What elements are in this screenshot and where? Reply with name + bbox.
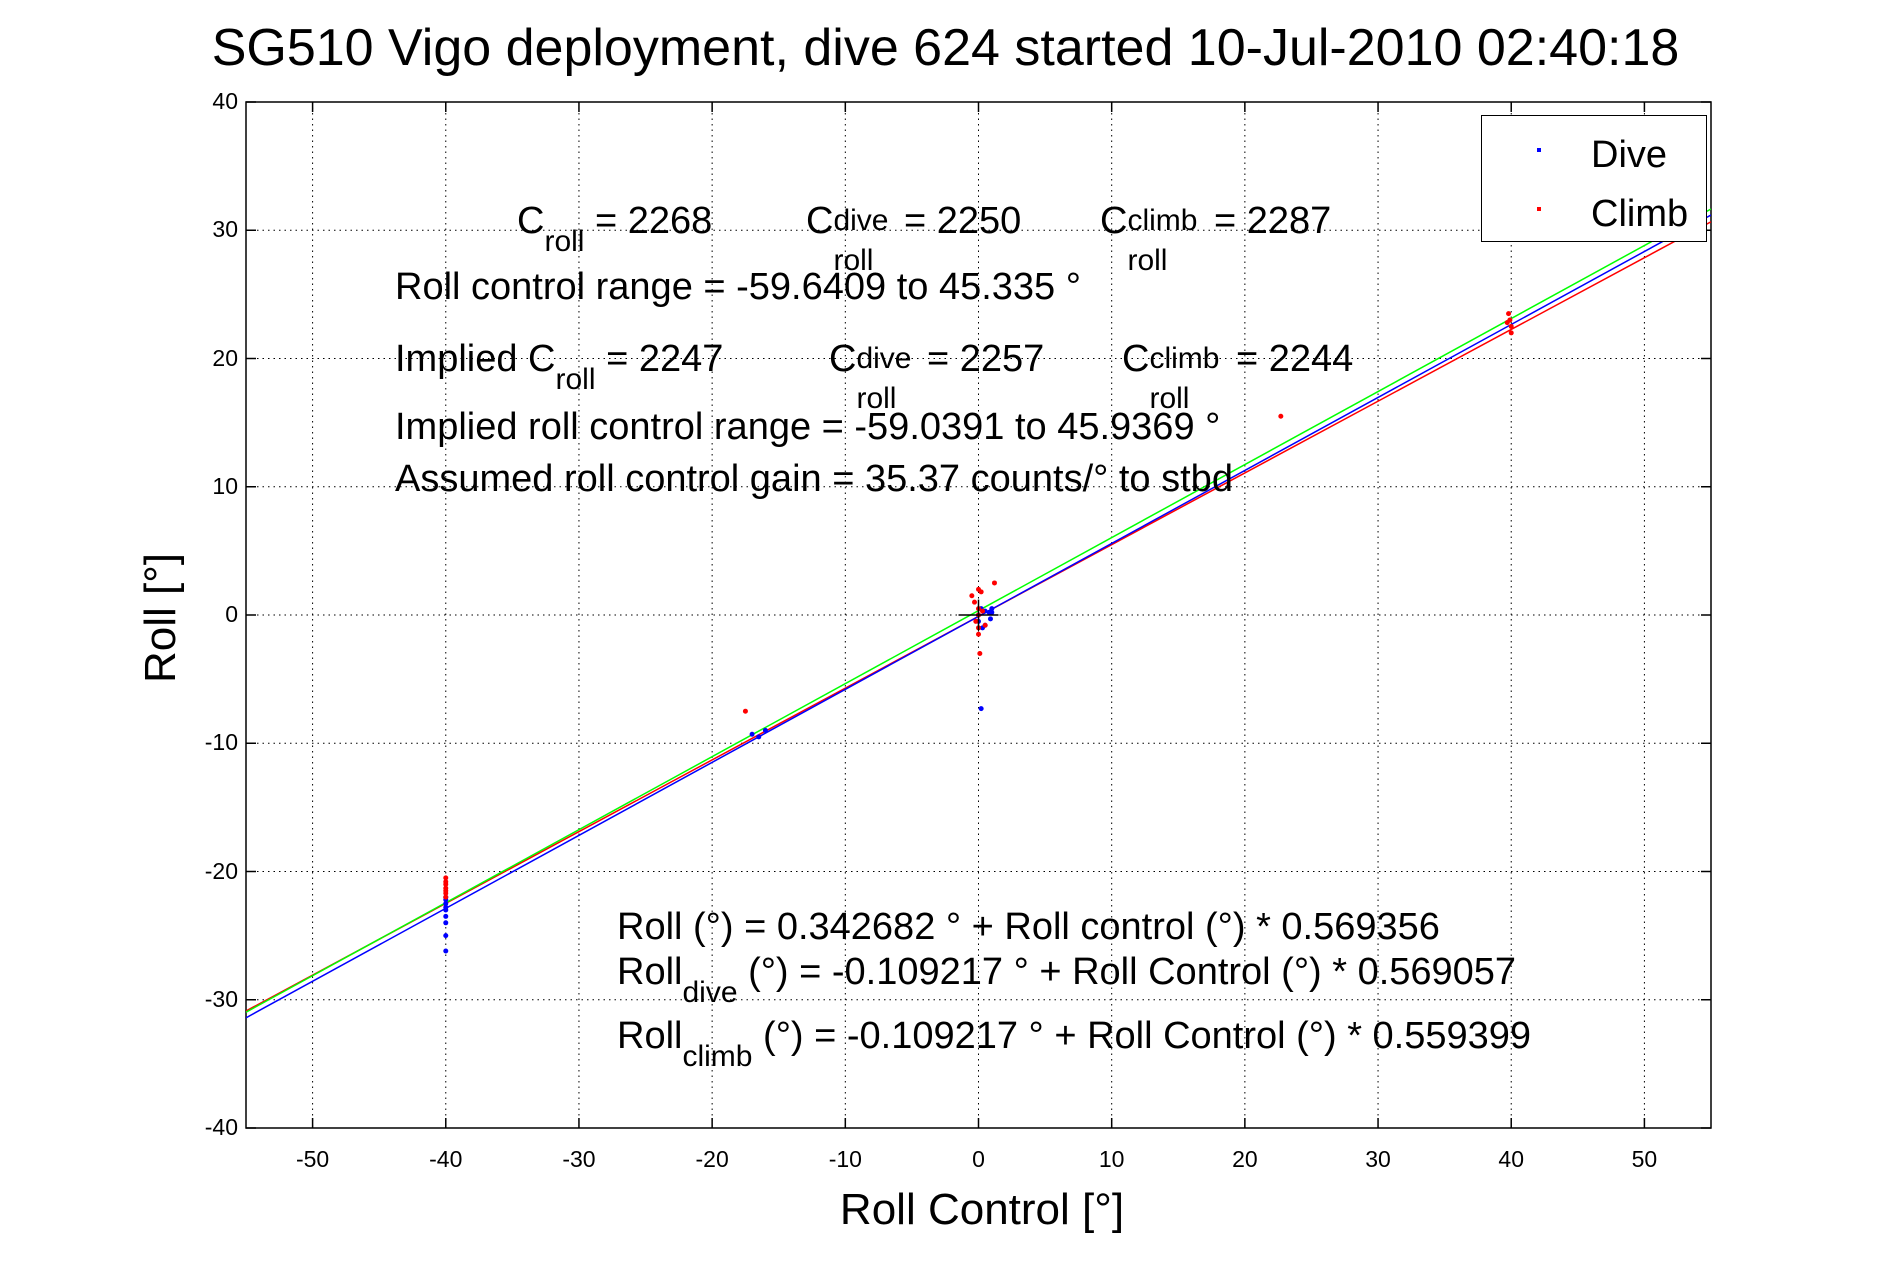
legend: Dive Climb	[1481, 115, 1707, 242]
annotation-eq-all: Roll (°) = 0.342682 ° + Roll control (°)…	[617, 906, 1440, 948]
annotation-gain: Assumed roll control gain = 35.37 counts…	[395, 458, 1233, 500]
climb-point	[443, 888, 449, 894]
climb-point	[973, 618, 979, 624]
climb-point	[742, 708, 748, 714]
chart-title: SG510 Vigo deployment, dive 624 started …	[211, 19, 1680, 77]
climb-point	[443, 894, 449, 900]
y-tick-label: -40	[204, 1114, 238, 1140]
x-axis-label: Roll Control [°]	[839, 1185, 1125, 1234]
legend-marker-climb	[1537, 207, 1541, 211]
y-tick-label: 30	[212, 216, 238, 243]
climb-point	[1504, 320, 1510, 326]
y-tick-label: 40	[212, 88, 238, 114]
climb-point	[979, 608, 985, 614]
dive-point	[989, 606, 995, 612]
climb-point	[977, 650, 983, 656]
y-tick-label: 0	[225, 601, 238, 627]
y-tick-label: 10	[212, 472, 238, 499]
x-tick-label: -40	[429, 1146, 463, 1172]
dive-point	[443, 920, 449, 926]
legend-label-dive: Dive	[1591, 134, 1668, 176]
x-tick-label: 40	[1498, 1146, 1525, 1172]
climb-point	[443, 875, 449, 881]
x-tick-label: 50	[1631, 1146, 1658, 1172]
x-tick-label: -10	[828, 1146, 862, 1172]
x-tick-label: -30	[562, 1146, 596, 1172]
x-tick-label: 10	[1098, 1146, 1125, 1172]
legend-label-climb: Climb	[1591, 193, 1689, 235]
climb-point	[1278, 413, 1284, 419]
legend-marker-dive	[1537, 148, 1541, 152]
climb-point	[978, 589, 984, 595]
x-tick-label: 30	[1365, 1146, 1391, 1172]
annotation-implied-range: Implied roll control range = -59.0391 to…	[395, 406, 1221, 448]
x-tick-label: -50	[295, 1146, 330, 1172]
annotation-implied-croll: Implied Croll = 2247	[395, 338, 724, 396]
y-tick-label: 20	[212, 344, 238, 371]
y-tick-label: -30	[204, 985, 238, 1012]
climb-point	[1508, 330, 1514, 336]
climb-point	[1508, 323, 1514, 329]
climb-point	[972, 599, 978, 605]
climb-point	[982, 622, 988, 628]
dive-point	[756, 734, 762, 740]
dive-point	[443, 933, 449, 939]
dive-point	[749, 731, 755, 737]
annotation-eq-climb: Rollclimb (°) = -0.109217 ° + Roll Contr…	[617, 1015, 1532, 1073]
dive-point	[762, 727, 768, 733]
climb-point	[969, 593, 975, 599]
y-tick-label: -10	[204, 729, 238, 756]
annotation-croll: Croll = 2268	[517, 200, 713, 258]
dive-point	[443, 901, 449, 907]
climb-point	[991, 580, 997, 586]
y-tick-label: -20	[204, 857, 238, 884]
dive-point	[987, 616, 993, 622]
x-tick-label: 20	[1232, 1146, 1258, 1172]
dive-point	[443, 948, 449, 954]
annotation-eq-dive: Rolldive (°) = -0.109217 ° + Roll Contro…	[617, 951, 1517, 1009]
climb-point	[976, 631, 981, 637]
plot-frame	[245, 101, 1712, 1129]
x-tick-label: -20	[695, 1146, 729, 1172]
climb-point	[1506, 311, 1512, 317]
climb-point	[443, 879, 449, 885]
dive-point	[443, 913, 449, 919]
dive-point	[989, 609, 995, 615]
annotation-range: Roll control range = -59.6409 to 45.335 …	[395, 266, 1081, 308]
x-tick-label: 0	[972, 1146, 985, 1172]
dive-point	[978, 706, 984, 712]
dive-point	[443, 904, 449, 910]
